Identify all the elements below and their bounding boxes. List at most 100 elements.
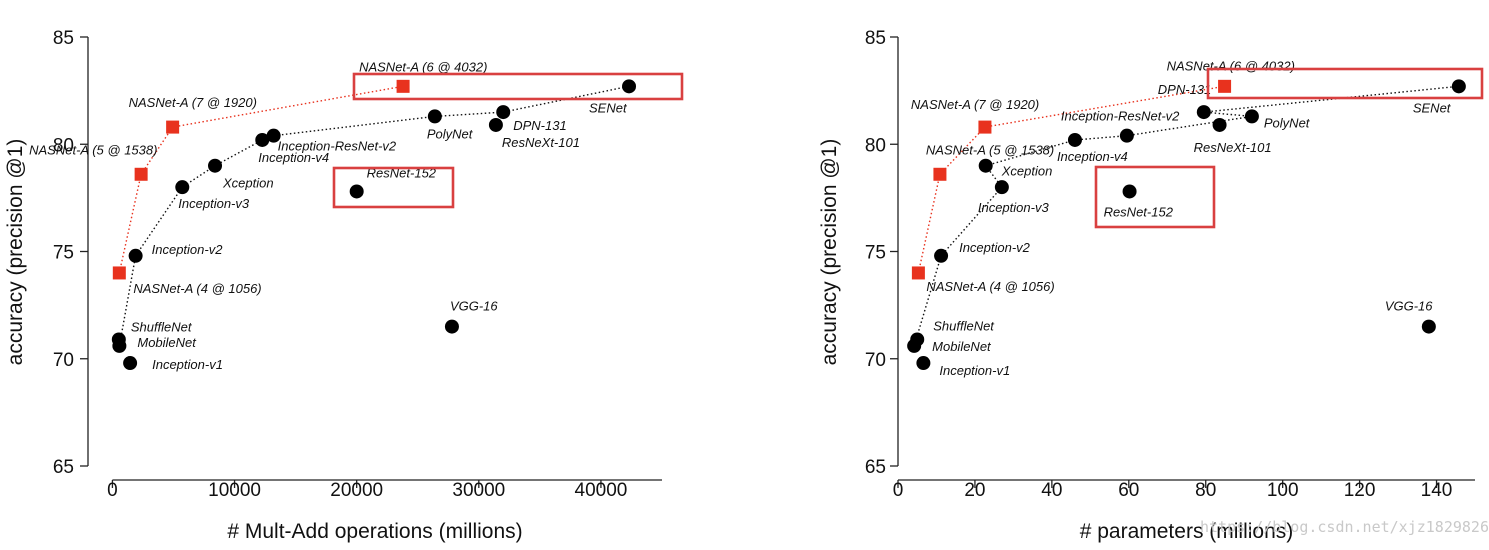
x-tick-label: 40000 [575, 480, 628, 501]
point-nasnet-a-6-4032 [396, 79, 410, 93]
label-resnext-101: ResNeXt-101 [1194, 140, 1272, 155]
y-tick-label: 80 [865, 135, 886, 156]
point-xception [208, 158, 223, 173]
label-nasnet-a-4-1056: NASNet-A (4 @ 1056) [926, 279, 1054, 294]
label-inception-v1: Inception-v1 [152, 357, 223, 372]
y-tick-label: 85 [865, 28, 886, 49]
label-inception-v3: Inception-v3 [978, 200, 1050, 215]
label-vgg-16: VGG-16 [450, 299, 498, 314]
y-tick-label: 75 [865, 243, 886, 264]
highlight-box-2 [332, 166, 455, 209]
label-shufflenet: ShuffleNet [131, 319, 193, 334]
label-nasnet-a-7-1920: NASNet-A (7 @ 1920) [911, 97, 1039, 112]
label-resnet-152: ResNet-152 [1104, 204, 1174, 219]
point-polynet [427, 109, 442, 124]
point-resnet-152 [349, 184, 364, 199]
point-nasnet-a-7-1920 [978, 120, 992, 134]
label-xception: Xception [222, 176, 274, 191]
point-nasnet-a-4-1056 [911, 266, 925, 280]
x-tick-label: 40 [1041, 480, 1062, 501]
y-axis-title: accuracy (precision @1) [4, 139, 27, 366]
label-dpn-131: DPN-131 [513, 118, 566, 133]
x-tick-label: 0 [893, 480, 904, 501]
y-tick-label: 75 [53, 243, 74, 264]
x-tick-label: 0 [107, 480, 118, 501]
point-inception-v1 [123, 356, 138, 371]
y-tick-label: 70 [53, 350, 74, 371]
point-vgg-16 [1421, 319, 1436, 334]
y-tick-label: 65 [865, 457, 886, 478]
label-resnext-101: ResNeXt-101 [502, 135, 580, 150]
label-mobilenet: MobileNet [932, 339, 992, 354]
label-nasnet-a-7-1920: NASNet-A (7 @ 1920) [129, 95, 257, 110]
label-nasnet-a-6-4032: NASNet-A (6 @ 4032) [359, 59, 487, 74]
x-tick-label: 100 [1267, 480, 1299, 501]
point-nasnet-a-6-4032 [1218, 79, 1232, 93]
point-inception-resnet-v2 [266, 128, 281, 143]
point-senet [622, 79, 637, 94]
y-tick-label: 65 [53, 457, 74, 478]
label-inception-v1: Inception-v1 [939, 363, 1010, 378]
point-nasnet-a-7-1920 [166, 120, 180, 134]
label-senet: SENet [589, 100, 628, 115]
x-tick-label: 60 [1118, 480, 1139, 501]
nasnet-frontier-line [118, 85, 404, 274]
point-inception-v1 [916, 356, 931, 371]
highlight-box-1 [352, 72, 684, 101]
x-tick-label: 140 [1421, 480, 1453, 501]
label-inception-v2: Inception-v2 [152, 242, 224, 257]
watermark-text: https://blog.csdn.net/xjz18298268521 [1200, 518, 1489, 536]
label-nasnet-a-5-1538: NASNet-A (5 @ 1538) [29, 142, 157, 157]
point-mobilenet [112, 338, 127, 353]
label-senet: SENet [1413, 100, 1452, 115]
point-mobilenet [907, 338, 922, 353]
y-tick-label: 85 [53, 28, 74, 49]
point-inception-v2 [934, 248, 949, 263]
x-tick-label: 120 [1344, 480, 1376, 501]
point-inception-v4 [255, 132, 270, 147]
label-mobilenet: MobileNet [137, 335, 197, 350]
point-vgg-16 [444, 319, 459, 334]
point-polynet [1244, 109, 1259, 124]
label-inception-v4: Inception-v4 [1057, 149, 1128, 164]
chart-macs: 65 70 75 80 85 0 10000 20000 30000 40000 # Mult-Ad… [4, 28, 684, 543]
point-dpn-131 [496, 105, 511, 120]
point-resnext-101 [1212, 117, 1227, 132]
x-tick-label: 30000 [452, 480, 505, 501]
point-inception-v4 [1067, 132, 1082, 147]
point-resnet-152 [1122, 184, 1137, 199]
point-resnext-101 [488, 117, 503, 132]
y-tick-label: 70 [865, 350, 886, 371]
point-inception-v3 [994, 180, 1009, 195]
x-axis-title: # Mult-Add operations (millions) [227, 520, 522, 543]
point-inception-v2 [128, 248, 143, 263]
label-dpn-131: DPN-131 [1158, 82, 1211, 97]
point-inception-v3 [175, 180, 190, 195]
y-axis-title: accuracy (precision @1) [818, 139, 841, 366]
x-tick-label: 80 [1195, 480, 1216, 501]
y-tick-label: 80 [53, 135, 74, 156]
point-nasnet-a-4-1056 [112, 266, 126, 280]
label-shufflenet: ShuffleNet [933, 318, 995, 333]
highlight-box-1 [1206, 67, 1484, 100]
label-nasnet-a-6-4032: NASNet-A (6 @ 4032) [1167, 58, 1295, 73]
label-nasnet-a-5-1538: NASNet-A (5 @ 1538) [926, 142, 1054, 157]
point-dpn-131 [1196, 105, 1211, 120]
x-tick-label: 10000 [208, 480, 261, 501]
label-nasnet-a-4-1056: NASNet-A (4 @ 1056) [133, 281, 261, 296]
highlight-box-2 [1094, 165, 1216, 229]
point-senet [1451, 79, 1466, 94]
chart-params: 65 70 75 80 85 0 20 40 60 80 100 120 140 # parameters… [818, 28, 1484, 543]
point-nasnet-a-5-1538 [933, 167, 947, 181]
point-xception [978, 158, 993, 173]
label-inception-v4: Inception-v4 [258, 150, 329, 165]
label-polynet: PolyNet [1264, 115, 1311, 130]
label-polynet: PolyNet [427, 126, 474, 141]
label-xception: Xception [1001, 164, 1053, 179]
label-inception-v3: Inception-v3 [178, 196, 250, 211]
x-axis-title: # parameters (millions) [1080, 520, 1294, 543]
point-inception-resnet-v2 [1119, 128, 1134, 143]
label-vgg-16: VGG-16 [1385, 299, 1433, 314]
label-inception-v2: Inception-v2 [959, 240, 1031, 255]
